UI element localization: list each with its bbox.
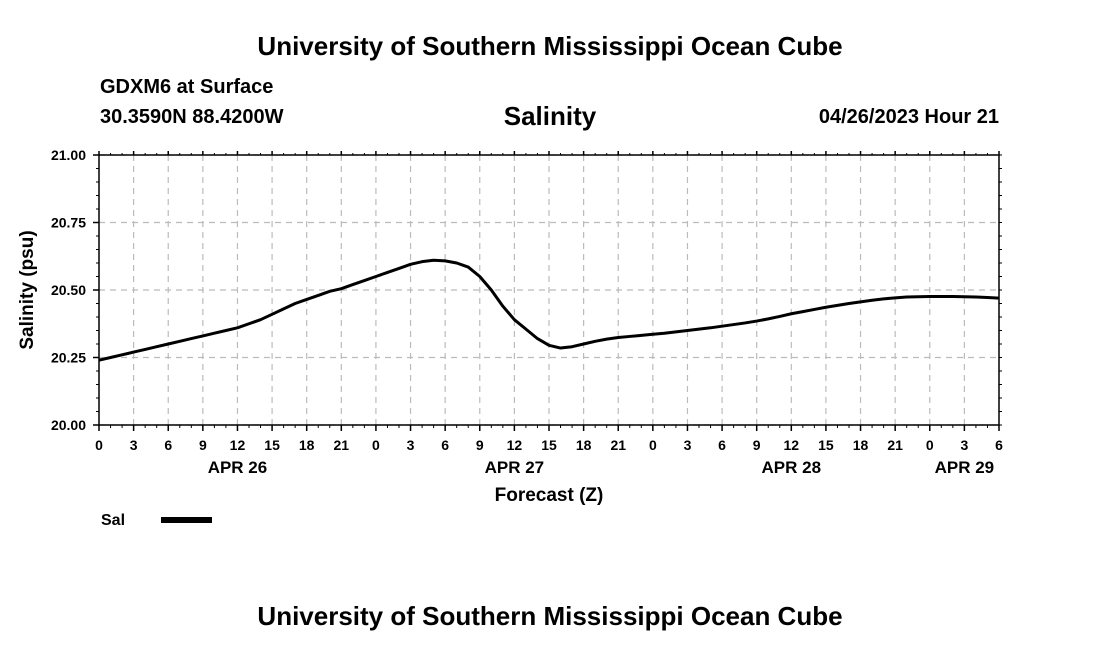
x-tick-label: 0 bbox=[649, 437, 657, 453]
x-tick-label: 0 bbox=[926, 437, 934, 453]
x-tick-label: 12 bbox=[784, 437, 800, 453]
x-axis-label: Forecast (Z) bbox=[495, 485, 604, 506]
x-tick-label: 3 bbox=[407, 437, 415, 453]
chart-title: Salinity bbox=[503, 101, 597, 131]
y-tick-label: 20.50 bbox=[51, 282, 86, 298]
x-tick-label: 15 bbox=[541, 437, 557, 453]
series-line-sal bbox=[98, 258, 1000, 362]
x-tick-label: 6 bbox=[995, 437, 1003, 453]
x-tick-label: 6 bbox=[441, 437, 449, 453]
x-tick-label: 12 bbox=[507, 437, 523, 453]
x-tick-label: 3 bbox=[684, 437, 692, 453]
x-tick-label: 9 bbox=[476, 437, 484, 453]
x-tick-label: 3 bbox=[130, 437, 138, 453]
date-label: APR 29 bbox=[935, 458, 995, 477]
y-tick-label: 21.00 bbox=[51, 147, 86, 163]
date-label: APR 27 bbox=[485, 458, 545, 477]
y-axis-label: Salinity (psu) bbox=[17, 230, 38, 349]
x-tick-label: 21 bbox=[334, 437, 350, 453]
forecast-datetime: 04/26/2023 Hour 21 bbox=[818, 106, 999, 128]
y-tick-label: 20.25 bbox=[51, 350, 86, 366]
chart-main-title: University of Southern Mississippi Ocean… bbox=[257, 31, 843, 61]
x-tick-label: 15 bbox=[264, 437, 280, 453]
x-tick-label: 0 bbox=[372, 437, 380, 453]
x-tick-label: 18 bbox=[299, 437, 315, 453]
date-label: APR 26 bbox=[208, 458, 268, 477]
x-tick-label: 21 bbox=[610, 437, 626, 453]
x-tick-label: 3 bbox=[960, 437, 968, 453]
y-tick-label: 20.75 bbox=[51, 215, 86, 231]
axis-ticks: 20.00 20.25 20.50 20.75 21.00 0 3 6 9 12 15 18 21 0 3 6… bbox=[51, 147, 1003, 477]
y-tick-label: 20.00 bbox=[51, 417, 86, 433]
legend-label-sal: Sal bbox=[101, 512, 125, 529]
x-tick-label: 9 bbox=[199, 437, 207, 453]
station-label: GDXM6 at Surface bbox=[100, 76, 274, 98]
station-coordinates: 30.3590N 88.4200W bbox=[100, 106, 284, 128]
x-tick-label: 12 bbox=[230, 437, 246, 453]
footer-title: University of Southern Mississippi Ocean… bbox=[257, 601, 843, 631]
x-tick-label: 6 bbox=[718, 437, 726, 453]
x-tick-label: 21 bbox=[887, 437, 903, 453]
x-tick-label: 6 bbox=[164, 437, 172, 453]
grid bbox=[99, 154, 999, 426]
date-label: APR 28 bbox=[762, 458, 822, 477]
x-tick-label: 9 bbox=[753, 437, 761, 453]
x-tick-label: 18 bbox=[853, 437, 869, 453]
x-tick-label: 15 bbox=[818, 437, 834, 453]
x-tick-label: 18 bbox=[576, 437, 592, 453]
x-tick-label: 0 bbox=[95, 437, 103, 453]
